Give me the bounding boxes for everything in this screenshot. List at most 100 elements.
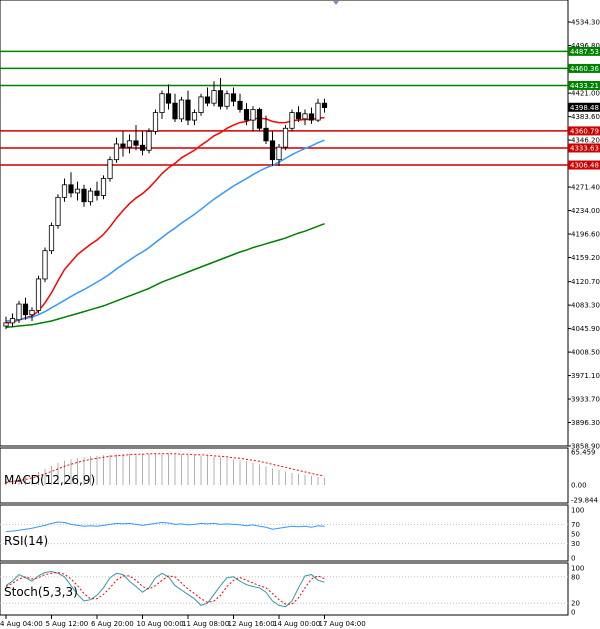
candle-body	[87, 190, 94, 203]
candle-body	[100, 178, 107, 196]
stoch-tick-label: 100	[571, 565, 584, 573]
candle-body	[152, 112, 159, 132]
candle-body	[16, 303, 22, 321]
candle-body	[61, 184, 68, 198]
candle-body	[126, 140, 133, 148]
candle-body	[308, 113, 315, 121]
macd-tick-label: 65.459	[571, 449, 596, 457]
candle-body	[289, 112, 295, 129]
candle-body	[9, 318, 16, 324]
candle-body	[302, 113, 308, 120]
candle-body	[217, 90, 224, 107]
rsi-label: RSI(14)	[4, 534, 48, 548]
stoch-indicator	[0, 570, 568, 608]
time-tick-label: 14 Aug 00:00	[273, 620, 320, 628]
price-tick-label: 4421.00	[571, 90, 600, 98]
candle-body	[269, 140, 276, 161]
level-tag-label: 4306.48	[570, 162, 599, 170]
price-tick-label: 3896.30	[571, 419, 600, 427]
time-axis: 4 Aug 04:00 5 Aug 12:00 6 Aug 20:00 10 Aug …	[0, 615, 366, 628]
price-tick-label: 4534.30	[571, 19, 600, 27]
price-tick-label: 4234.00	[571, 207, 600, 215]
chart-shift-marker-icon[interactable]	[333, 1, 339, 5]
candle-body	[22, 303, 29, 316]
stoch-label: Stoch(5,3,3)	[4, 585, 78, 599]
candle-body	[159, 93, 165, 113]
level-tag	[568, 80, 600, 90]
moving-average-line	[5, 222, 325, 329]
candle-body	[256, 109, 263, 129]
stoch-d-line	[5, 571, 325, 605]
level-tag	[568, 126, 600, 136]
price-tick-label: 4159.20	[571, 254, 600, 262]
candle-body	[315, 102, 321, 121]
candle-body	[185, 99, 191, 121]
price-tick-label: 3971.10	[571, 372, 600, 380]
rsi-line	[5, 521, 325, 533]
candle-body	[35, 278, 42, 311]
time-tick-label: 12 Aug 16:00	[228, 620, 275, 628]
rsi-tick-label: 100	[571, 507, 584, 515]
candle-body	[276, 146, 282, 161]
candle-body	[165, 93, 172, 104]
candle-body	[295, 112, 302, 120]
level-tag	[568, 46, 600, 56]
last-price-label: 4398.48	[570, 104, 599, 112]
last-price-marker: 4398.48	[568, 102, 600, 112]
time-tick-label: 4 Aug 04:00	[0, 620, 43, 628]
macd-axis: 65.459 0.00 -29.844	[571, 449, 599, 505]
price-tick-label: 3933.70	[571, 396, 600, 404]
moving-average-line	[5, 139, 325, 322]
stoch-tick-label: 0	[571, 609, 575, 617]
stoch-k-line	[5, 570, 325, 608]
macd-tick-label: -29.844	[571, 497, 599, 505]
time-tick-label: 11 Aug 08:00	[182, 620, 229, 628]
candlesticks	[3, 78, 328, 330]
candle-body	[42, 250, 48, 280]
candle-body	[3, 322, 9, 327]
candle-body	[74, 188, 81, 194]
level-tag-label: 4433.21	[570, 82, 599, 90]
rsi-tick-label: 70	[571, 521, 580, 529]
candle-body	[172, 102, 178, 120]
price-tick-label: 4271.40	[571, 184, 600, 192]
price-tick-label: 4196.60	[571, 231, 600, 239]
candle-body	[68, 184, 74, 194]
candle-body	[81, 188, 87, 203]
time-tick-label: 17 Aug 04:00	[319, 620, 366, 628]
stoch-tick-label: 80	[571, 573, 580, 581]
moving-averages	[5, 116, 325, 329]
level-tag-label: 4487.53	[570, 48, 599, 56]
time-tick-label: 6 Aug 20:00	[91, 620, 134, 628]
candle-body	[107, 159, 113, 179]
candle-body	[263, 127, 269, 142]
stoch-tick-label: 20	[571, 600, 580, 608]
moving-average-line	[5, 116, 325, 324]
rsi-indicator	[0, 521, 568, 545]
candle-body	[204, 96, 211, 104]
candle-body	[94, 190, 100, 196]
price-tick-label: 4008.50	[571, 349, 600, 357]
rsi-tick-label: 30	[571, 540, 580, 548]
stoch-panel	[0, 562, 569, 616]
candle-body	[282, 127, 289, 148]
macd-indicator	[5, 453, 325, 485]
macd-label: MACD(12,26,9)	[4, 473, 95, 487]
candle-body	[139, 144, 146, 151]
candle-body	[224, 93, 230, 107]
last-price-tag	[568, 102, 600, 112]
price-tick-label: 4045.90	[571, 325, 600, 333]
macd-tick-label: 0.00	[571, 481, 587, 489]
level-tag	[568, 143, 600, 153]
candle-body	[133, 140, 139, 146]
price-tick-label: 4120.70	[571, 278, 600, 286]
candle-body	[120, 143, 126, 148]
candle-body	[230, 93, 237, 102]
candle-body	[146, 131, 152, 151]
level-tag-label: 4333.63	[570, 144, 599, 152]
price-tick-label: 4083.30	[571, 302, 600, 310]
rsi-panel	[0, 504, 569, 562]
